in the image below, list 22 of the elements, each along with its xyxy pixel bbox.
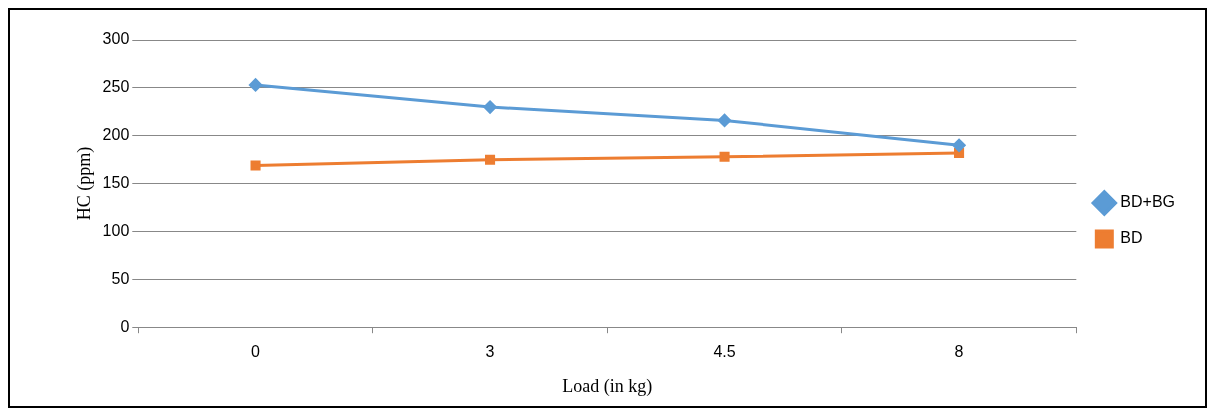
legend-label: BD (1120, 229, 1143, 247)
x-tick-label: 0 (251, 343, 261, 361)
legend-label: BD+BG (1120, 193, 1175, 211)
y-tick-label: 250 (102, 78, 130, 96)
point (952, 138, 966, 152)
y-tick-label: 50 (111, 269, 130, 287)
point (719, 151, 730, 162)
point (483, 100, 497, 114)
y-axis-title: HC (ppm) (73, 146, 95, 221)
x-axis-title: Load (in kg) (562, 375, 653, 397)
y-tick-label: 0 (120, 317, 130, 335)
point (249, 78, 263, 92)
x-tick-label: 3 (485, 343, 495, 361)
point (718, 113, 732, 127)
y-tick-label: 300 (102, 30, 130, 48)
x-tick-label: 4.5 (713, 343, 736, 361)
point (250, 160, 261, 171)
y-tick-label: 100 (102, 221, 130, 239)
y-tick-label: 150 (102, 174, 130, 192)
y-tick-label: 200 (102, 126, 130, 144)
x-tick-label: 8 (954, 343, 964, 361)
point (485, 154, 496, 165)
